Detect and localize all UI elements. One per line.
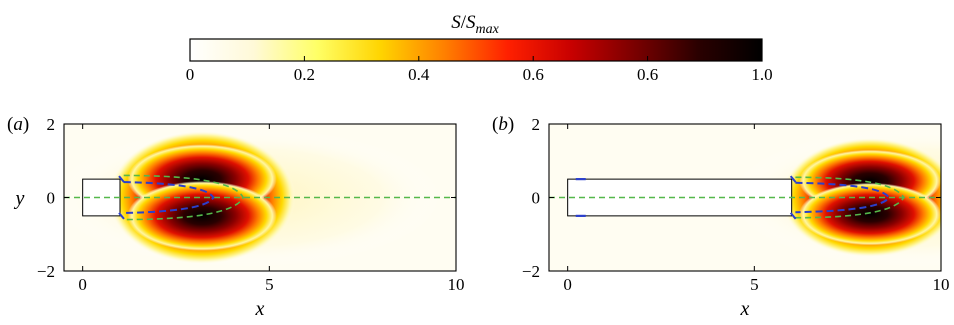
colorbar-tick-label: 0 <box>186 65 195 84</box>
x-tick-label: 5 <box>265 275 274 294</box>
separation-curve <box>123 174 245 221</box>
colorbar-title-slash: / <box>461 12 467 33</box>
x-tick-label: 0 <box>78 275 87 294</box>
y-tick-label: −2 <box>37 262 55 281</box>
colorbar-title-sub: max <box>475 22 499 37</box>
separation-marker <box>118 212 125 220</box>
colorbar-tick-label: 1.0 <box>751 65 772 84</box>
x-axis-label: x <box>255 298 265 320</box>
separation-curve <box>795 176 905 219</box>
colorbar-tick-label: 0.2 <box>294 65 315 84</box>
heatmap-field <box>64 124 456 271</box>
colorbar-title-main: S <box>451 12 461 33</box>
hotspot-lower <box>127 180 277 251</box>
colorbar-title: S/Smax <box>451 12 499 37</box>
colorbar-tick-label: 0.4 <box>408 65 430 84</box>
colorbar-ticks: 0 0.2 0.4 0.6 0.6 1.0 <box>186 56 773 84</box>
hotspot-lower <box>799 182 941 246</box>
y-axis-label: y <box>14 188 25 210</box>
x-tick-label: 10 <box>933 275 950 294</box>
y-tick-label: 2 <box>47 115 56 134</box>
x-axis-label: x <box>740 298 750 320</box>
colorbar-gradient <box>189 38 763 62</box>
y-tick-label: −2 <box>522 262 540 281</box>
x-tick-label: 10 <box>448 275 465 294</box>
panel-label: (b) <box>492 114 514 135</box>
heatmap-field <box>549 124 941 271</box>
x-tick-label: 0 <box>563 275 572 294</box>
panel-a: 0 5 10 2 0 −2 x y (a) <box>7 114 465 320</box>
panel-b: 0 5 10 2 0 −2 x (b) <box>492 114 950 320</box>
panel-label: (a) <box>7 114 29 135</box>
recirculation-curve <box>795 181 890 214</box>
separation-marker <box>118 175 125 183</box>
y-tick-label: 0 <box>47 189 56 208</box>
colorbar-title-base: S <box>466 12 476 33</box>
separation-marker <box>789 212 797 220</box>
y-tick-label: 2 <box>532 115 541 134</box>
colorbar: S/Smax 0 0.2 0.4 0.6 0.6 1.0 <box>186 12 773 84</box>
y-tick-label: 0 <box>532 189 541 208</box>
recirculation-curve <box>123 181 215 214</box>
colorbar-tick-label: 0.6 <box>637 65 658 84</box>
separation-marker <box>789 175 797 183</box>
colorbar-tick-label: 0.6 <box>523 65 544 84</box>
x-tick-label: 5 <box>750 275 759 294</box>
